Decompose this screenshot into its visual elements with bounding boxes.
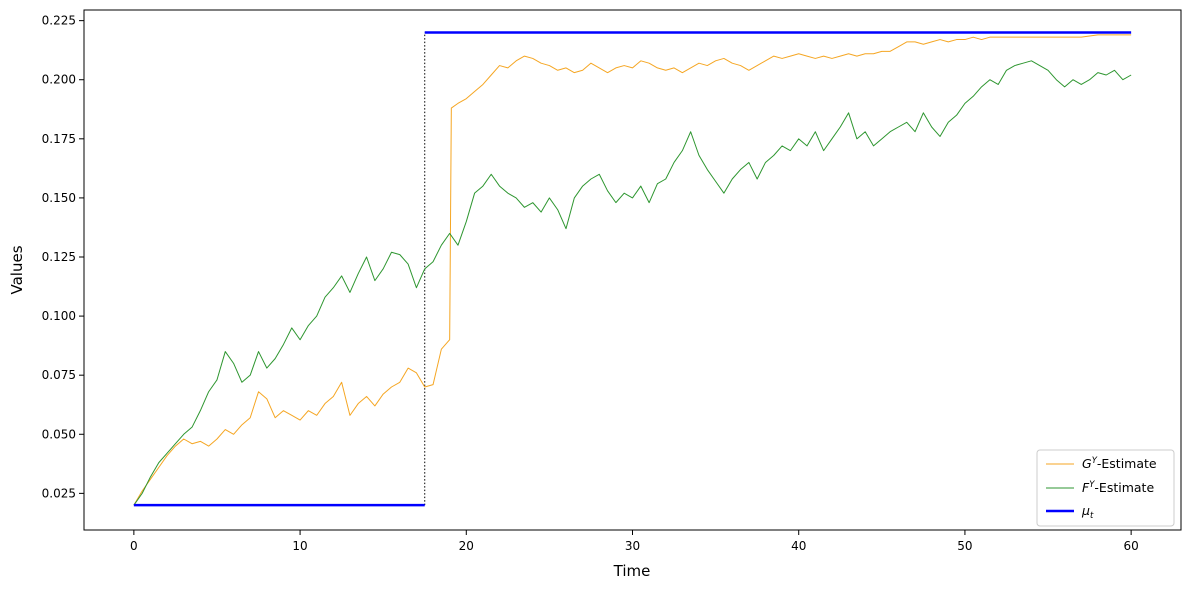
x-tick-label: 20 [459, 539, 474, 553]
y-tick-label: 0.025 [42, 486, 76, 500]
series-layer [133, 31, 1132, 507]
y-tick-label: 0.100 [42, 309, 76, 323]
plot-background [84, 10, 1181, 530]
legend-entry-mu-t: μt [1081, 503, 1094, 521]
legend-box [1036, 449, 1175, 527]
x-tick-label: 60 [1123, 539, 1138, 553]
x-axis-label: Time [613, 562, 651, 580]
y-tick-label: 0.125 [42, 250, 76, 264]
y-tick-label: 0.050 [42, 427, 76, 441]
legend-entry-f-estimate: FY-Estimate [1082, 480, 1154, 495]
y-tick-label: 0.225 [42, 14, 76, 28]
x-tick-label: 10 [292, 539, 307, 553]
series-line-f-y-estimate [133, 60, 1132, 506]
legend-entry-g-estimate: GY-Estimate [1082, 456, 1157, 471]
x-tick-label: 40 [791, 539, 806, 553]
legend: GY-Estimate FY-Estimate μt [1036, 449, 1175, 527]
x-tick-label: 50 [957, 539, 972, 553]
x-tick-label: 0 [130, 539, 138, 553]
y-axis-label: Values [8, 245, 26, 294]
series-line-g-y-estimate [133, 34, 1132, 506]
x-tick-label: 30 [625, 539, 640, 553]
x-axis: 0 10 20 30 40 50 60 [130, 530, 1139, 553]
y-tick-label: 0.175 [42, 132, 76, 146]
y-tick-label: 0.150 [42, 191, 76, 205]
y-tick-label: 0.200 [42, 73, 76, 87]
y-tick-label: 0.075 [42, 368, 76, 382]
y-axis: 0.025 0.050 0.075 0.100 0.125 0.150 0.175 0.200… [42, 14, 84, 500]
